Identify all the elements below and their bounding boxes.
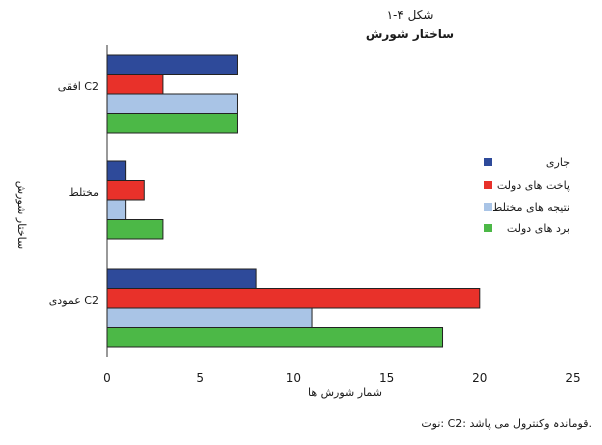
- category-label: مختلط: [69, 186, 100, 199]
- bar-0-1: [106, 74, 164, 95]
- legend-swatch: [484, 158, 492, 166]
- y-axis-label-group: ساختار شورش: [15, 181, 28, 250]
- bar-2-1: [106, 288, 481, 309]
- category-labels-group: افقی C2 مختلط عمودی C2: [49, 80, 99, 307]
- legend-label: نتیجه های مختلط: [492, 201, 570, 214]
- x-ticks-group: 0 5 10 15 20 25: [103, 371, 580, 385]
- x-axis-label: شمار شورش ها: [308, 386, 382, 399]
- x-tick-label: 5: [196, 371, 204, 385]
- x-tick-label: 10: [286, 371, 301, 385]
- legend: جاری پاخت های دولت نتیجه های مختلط برد های …: [484, 156, 570, 235]
- bar-2-3: [106, 327, 444, 348]
- bar-0-3: [106, 113, 238, 134]
- chart-subtitle: ساختار شورش: [366, 27, 454, 42]
- x-tick-label: 15: [379, 371, 394, 385]
- bar-0-0: [106, 54, 238, 75]
- bar-1-2: [106, 199, 127, 220]
- x-tick-label: 0: [103, 371, 111, 385]
- category-label: افقی C2: [58, 80, 99, 93]
- chart-title: شکل ۴-۱: [387, 8, 434, 22]
- bars-group: [106, 54, 481, 348]
- bar-0-2: [106, 93, 238, 114]
- y-axis-label: ساختار شورش: [15, 181, 28, 250]
- legend-swatch: [484, 181, 492, 189]
- x-tick-label: 25: [565, 371, 580, 385]
- legend-label: برد های دولت: [507, 222, 570, 235]
- bar-1-0: [106, 160, 127, 181]
- bar-2-2: [106, 307, 313, 328]
- bar-1-3: [106, 219, 164, 240]
- legend-label: جاری: [546, 156, 570, 169]
- legend-swatch: [484, 224, 492, 232]
- x-tick-label: 20: [472, 371, 487, 385]
- category-label: عمودی C2: [49, 294, 99, 307]
- legend-swatch: [484, 203, 492, 211]
- bar-1-1: [106, 180, 145, 201]
- bar-2-0: [106, 268, 257, 289]
- chart-note: نوت: C2: قوماندہ وکنترول می پاشد.: [421, 417, 592, 430]
- legend-label: پاخت های دولت: [497, 179, 570, 192]
